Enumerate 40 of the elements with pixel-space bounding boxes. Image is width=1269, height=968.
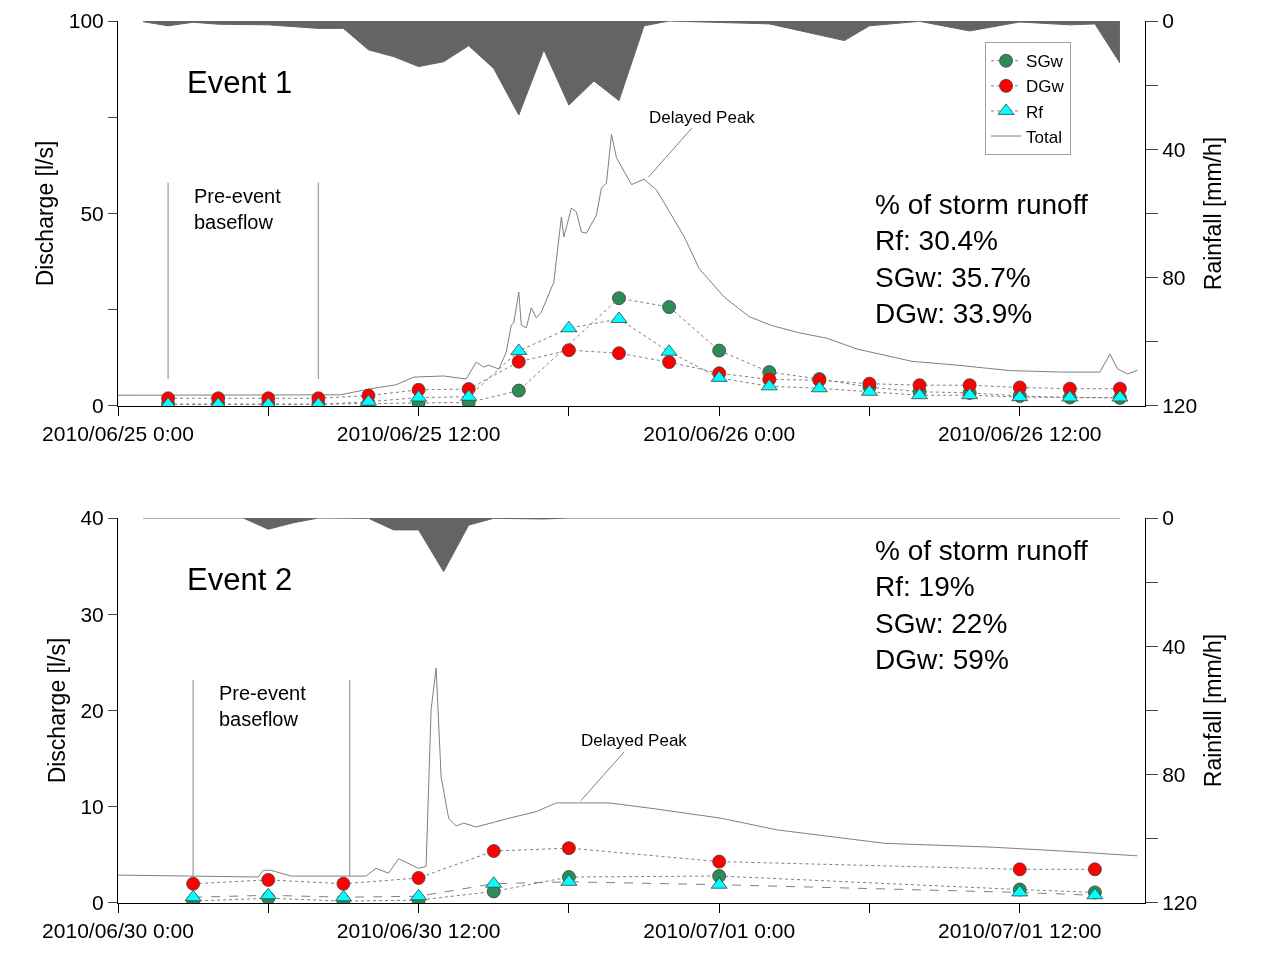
legend-label: Rf xyxy=(1026,102,1044,122)
y2-tick-label: 120 xyxy=(1162,891,1198,915)
y-tick-label: 0 xyxy=(92,891,104,915)
legend-label: Total xyxy=(1026,127,1062,147)
legend-label: SGw xyxy=(1026,52,1064,72)
x-tick-label: 2010/06/30 12:00 xyxy=(336,919,501,943)
annotation: Delayed Peak xyxy=(581,731,688,750)
y2-tick-label: 0 xyxy=(1162,506,1174,530)
annotation: Event 2 xyxy=(187,562,293,597)
y2-tick-label: 120 xyxy=(1162,394,1198,418)
y2-axis-title: Rainfall [mm/h] xyxy=(1199,633,1226,788)
ref-line-label: Pre-event baseflow xyxy=(194,185,282,233)
y-tick-label: 20 xyxy=(80,698,104,722)
y-tick-label: 40 xyxy=(80,506,104,530)
y-axis-title: Discharge [l/s] xyxy=(43,637,70,784)
y-tick-label: 10 xyxy=(80,795,104,819)
y-tick-label: 100 xyxy=(68,9,104,33)
x-tick-label: 2010/07/01 12:00 xyxy=(938,919,1102,943)
annotation: % of storm runoff Rf: 30.4% SGw: 35.7% DGw: 33.9% xyxy=(875,189,1088,330)
annotation: Event 1 xyxy=(187,65,293,100)
x-tick-label: 2010/06/30 0:00 xyxy=(42,919,194,943)
y2-tick-label: 40 xyxy=(1162,137,1186,161)
annotation: % of storm runoff Rf: 19% SGw: 22% DGw: 59% xyxy=(875,535,1088,676)
x-tick-label: 2010/06/26 0:00 xyxy=(643,422,796,446)
x-tick-label: 2010/06/25 12:00 xyxy=(336,422,501,446)
annotation: Delayed Peak xyxy=(649,108,756,127)
legend-label: DGw xyxy=(1026,77,1065,97)
y-tick-label: 0 xyxy=(92,394,104,418)
y-tick-label: 50 xyxy=(80,201,104,225)
y-tick-label: 30 xyxy=(80,602,104,626)
y2-tick-label: 40 xyxy=(1162,634,1186,658)
y-axis-title: Discharge [l/s] xyxy=(32,140,59,287)
x-tick-label: 2010/06/26 12:00 xyxy=(938,422,1102,446)
y2-tick-label: 0 xyxy=(1162,9,1174,33)
x-tick-label: 2010/07/01 0:00 xyxy=(643,919,796,943)
y2-axis-title: Rainfall [mm/h] xyxy=(1199,136,1226,291)
y2-tick-label: 80 xyxy=(1162,266,1186,290)
y2-tick-label: 80 xyxy=(1162,763,1186,787)
ref-line-label: Pre-event baseflow xyxy=(219,682,307,730)
x-tick-label: 2010/06/25 0:00 xyxy=(42,422,194,446)
